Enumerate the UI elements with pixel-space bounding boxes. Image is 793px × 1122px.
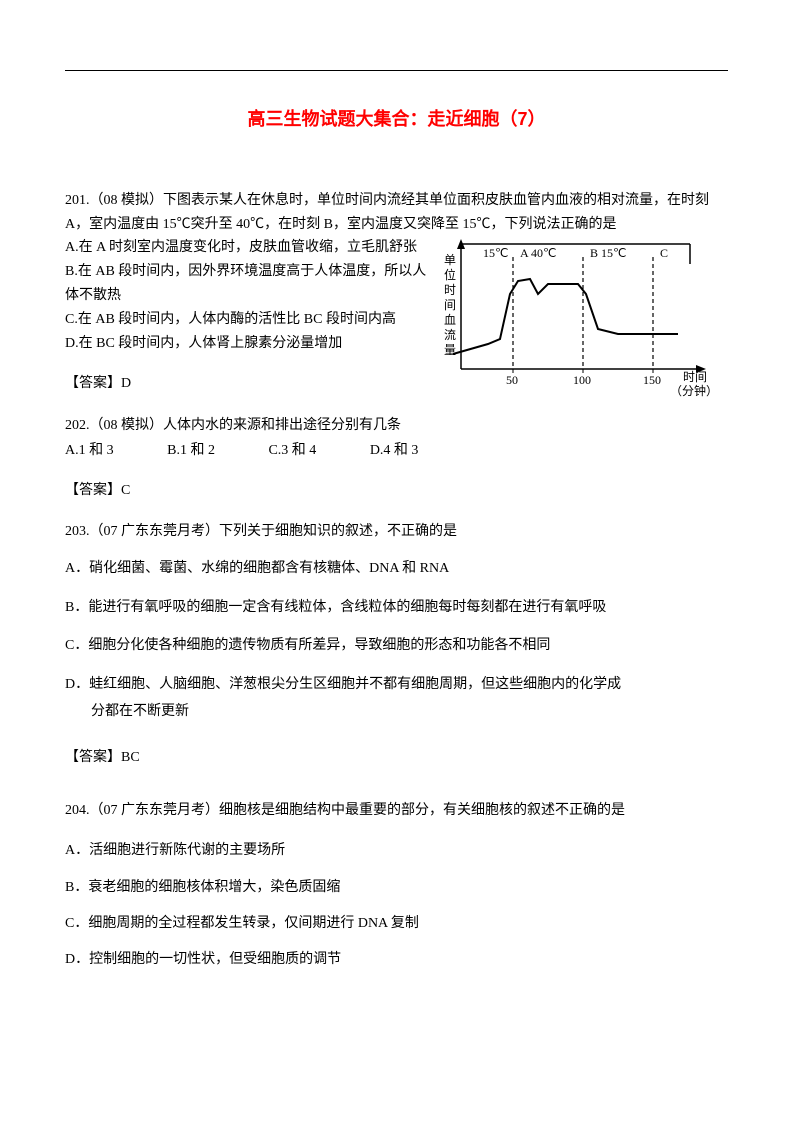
xlabel-2: （分钟） xyxy=(670,383,718,398)
xtick-0: 50 xyxy=(506,373,518,387)
blood-flow-chart: 15℃ A 40℃ B 15℃ C 单 位 时 间 血 流 量 50 100 1… xyxy=(438,239,728,399)
q204-opt-a: A．活细胞进行新陈代谢的主要场所 xyxy=(65,840,728,862)
xlabel-1: 时间 xyxy=(683,370,707,384)
xtick-2: 150 xyxy=(643,373,661,387)
top-label-3: C xyxy=(660,246,668,260)
ylab-5: 流 xyxy=(444,328,456,342)
q204-opt-d: D．控制细胞的一切性状，但受细胞质的调节 xyxy=(65,949,728,971)
q203-opt-a: A．硝化细菌、霉菌、水绵的细胞都含有核糖体、DNA 和 RNA xyxy=(65,556,728,583)
q203-opt-d: D．蛙红细胞、人脑细胞、洋葱根尖分生区细胞并不都有细胞周期，但这些细胞内的化学成… xyxy=(65,672,728,725)
q203-opt-b: B．能进行有氧呼吸的细胞一定含有线粒体，含线粒体的细胞每时每刻都在进行有氧呼吸 xyxy=(65,595,728,622)
ylab-0: 单 xyxy=(444,253,456,267)
q203-opt-d-line1: D．蛙红细胞、人脑细胞、洋葱根尖分生区细胞并不都有细胞周期，但这些细胞内的化学成 xyxy=(65,677,621,692)
question-204: 204.（07 广东东莞月考）细胞核是细胞结构中最重要的部分，有关细胞核的叙述不… xyxy=(65,796,728,972)
q203-answer: 【答案】BC xyxy=(65,747,728,769)
q202-opt-b: B.1 和 2 xyxy=(167,440,215,462)
q203-stem: 203.（07 广东东莞月考）下列关于细胞知识的叙述，不正确的是 xyxy=(65,520,728,544)
q202-answer: 【答案】C xyxy=(65,480,728,502)
ylab-2: 时 xyxy=(444,283,456,297)
q203-opt-d-line2: 分都在不断更新 xyxy=(65,699,728,726)
q202-opt-c: C.3 和 4 xyxy=(268,440,316,462)
q204-opt-c: C．细胞周期的全过程都发生转录，仅间期进行 DNA 复制 xyxy=(65,913,728,935)
question-203: 203.（07 广东东莞月考）下列关于细胞知识的叙述，不正确的是 A．硝化细菌、… xyxy=(65,520,728,725)
q201-opt-c: C.在 AB 段时间内，人体内酶的活性比 BC 段时间内高 xyxy=(65,308,435,332)
xtick-1: 100 xyxy=(573,373,591,387)
top-label-0: 15℃ xyxy=(483,246,508,260)
q202-options: A.1 和 3 B.1 和 2 C.3 和 4 D.4 和 3 xyxy=(65,440,728,462)
question-201: 201.（08 模拟）下图表示某人在休息时，单位时间内流经其单位面积皮肤血管内血… xyxy=(65,189,728,356)
ylab-4: 血 xyxy=(444,313,456,327)
ylab-6: 量 xyxy=(444,343,456,357)
q201-opt-b: B.在 AB 段时间内，因外界环境温度高于人体温度，所以人体不散热 xyxy=(65,260,435,308)
q201-opt-a: A.在 A 时刻室内温度变化时，皮肤血管收缩，立毛肌舒张 xyxy=(65,236,435,260)
top-label-2: B 15℃ xyxy=(590,246,626,260)
q201-opt-d: D.在 BC 段时间内，人体肾上腺素分泌量增加 xyxy=(65,332,435,356)
q201-stem: 201.（08 模拟）下图表示某人在休息时，单位时间内流经其单位面积皮肤血管内血… xyxy=(65,189,728,237)
top-label-1: A 40℃ xyxy=(520,246,556,260)
q202-opt-d: D.4 和 3 xyxy=(370,440,419,462)
q204-stem: 204.（07 广东东莞月考）细胞核是细胞结构中最重要的部分，有关细胞核的叙述不… xyxy=(65,796,728,827)
top-rule xyxy=(65,70,728,71)
q202-opt-a: A.1 和 3 xyxy=(65,440,114,462)
q203-opt-c: C．细胞分化使各种细胞的遗传物质有所差异，导致细胞的形态和功能各不相同 xyxy=(65,633,728,660)
q204-opt-b: B．衰老细胞的细胞核体积增大，染色质固缩 xyxy=(65,877,728,899)
q202-stem: 202.（08 模拟）人体内水的来源和排出途径分别有几条 xyxy=(65,414,728,438)
page-title: 高三生物试题大集合：走近细胞（7） xyxy=(65,105,728,134)
ylab-3: 间 xyxy=(444,298,456,312)
ylab-1: 位 xyxy=(444,267,456,282)
question-202: 202.（08 模拟）人体内水的来源和排出途径分别有几条 A.1 和 3 B.1… xyxy=(65,414,728,462)
